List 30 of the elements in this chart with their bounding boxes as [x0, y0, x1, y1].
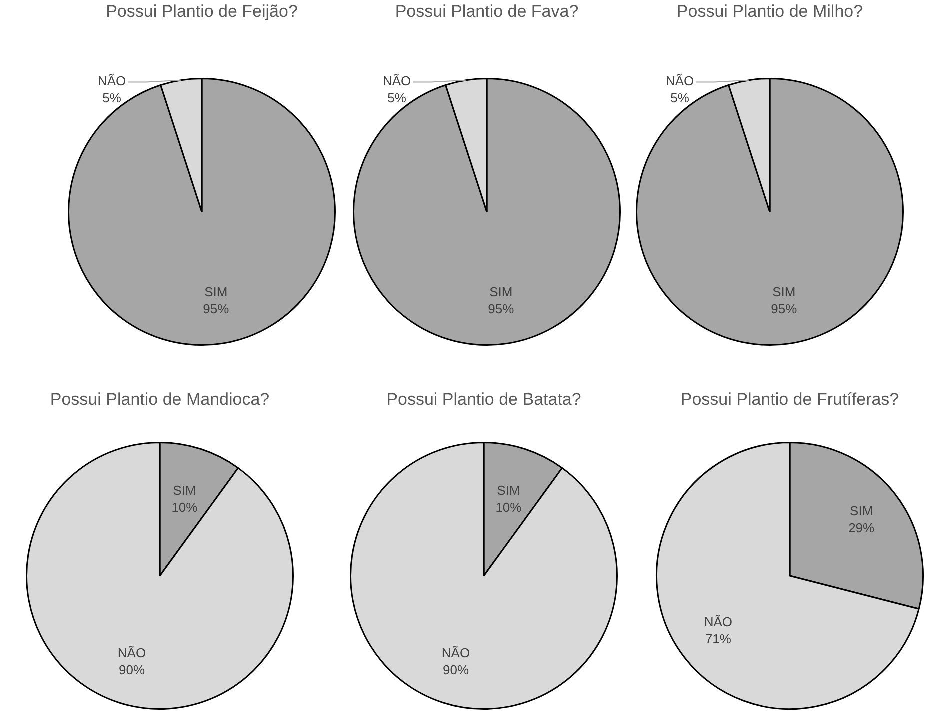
slice-label: NÃO [666, 73, 694, 88]
data-label: 95% [488, 302, 515, 317]
data-label: 5% [388, 90, 407, 106]
slice-label: NÃO [98, 73, 126, 88]
chart-title: Possui Plantio de Milho? [676, 2, 864, 22]
slice-label: SIM [772, 284, 796, 300]
slice-label: SIM [490, 284, 513, 300]
chart-title: Possui Plantio de Mandioca? [49, 390, 271, 410]
slice-label: SIM [497, 483, 520, 498]
data-label: 10% [172, 500, 198, 516]
data-label: 95% [203, 302, 230, 317]
data-label: 90% [442, 662, 470, 678]
chart-title: Possui Plantio de Fava? [394, 2, 580, 22]
slice-label: SIM [173, 483, 196, 498]
chart-title: Possui Plantio de Batata? [386, 390, 582, 410]
data-label: 90% [118, 662, 146, 678]
data-label: 95% [771, 302, 798, 317]
slice-label: SIM [850, 504, 874, 519]
chart-title: Possui Plantio de Feijão? [105, 2, 299, 22]
slice-label: NÃO [442, 645, 470, 660]
data-label: 5% [102, 90, 122, 106]
slice-label: NÃO [382, 73, 412, 88]
data-label: 29% [848, 520, 876, 536]
slice-label: NÃO [704, 614, 732, 630]
data-label: 10% [496, 500, 522, 516]
chart-title: Possui Plantio de Frutíferas? [680, 390, 900, 410]
slice-label: NÃO [118, 645, 146, 660]
data-label: 5% [670, 90, 690, 106]
slice-label: SIM [204, 284, 228, 300]
data-label: 71% [705, 632, 732, 647]
